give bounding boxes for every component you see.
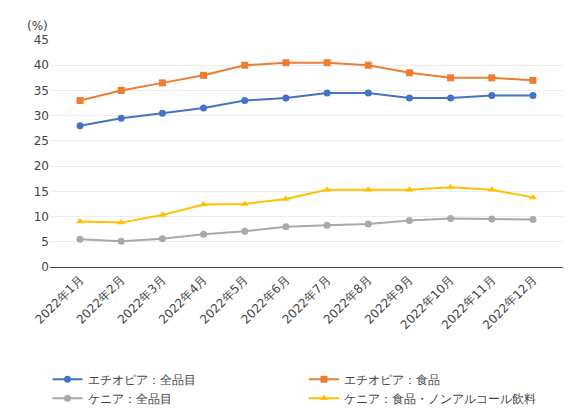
svg-text:2022年11月: 2022年11月: [439, 273, 498, 332]
svg-text:2022年9月: 2022年9月: [362, 273, 416, 327]
svg-text:25: 25: [34, 134, 49, 148]
svg-text:2022年8月: 2022年8月: [321, 273, 375, 327]
svg-text:2022年6月: 2022年6月: [238, 273, 292, 327]
svg-text:2022年2月: 2022年2月: [74, 273, 128, 327]
svg-text:30: 30: [34, 109, 49, 123]
svg-text:40: 40: [34, 58, 49, 72]
svg-text:2022年1月: 2022年1月: [33, 273, 87, 327]
svg-text:2022年3月: 2022年3月: [115, 273, 169, 327]
svg-text:2022年7月: 2022年7月: [280, 273, 334, 327]
svg-text:エチオピア：全品目: エチオピア：全品目: [88, 373, 196, 387]
svg-text:ケニア：全品目: ケニア：全品目: [88, 392, 172, 406]
svg-text:10: 10: [34, 210, 49, 224]
svg-text:2022年4月: 2022年4月: [156, 273, 210, 327]
svg-text:45: 45: [34, 33, 49, 47]
svg-text:エチオピア：食品: エチオピア：食品: [344, 373, 440, 387]
svg-text:2022年12月: 2022年12月: [480, 273, 539, 332]
svg-text:ケニア：食品・ノンアルコール飲料: ケニア：食品・ノンアルコール飲料: [344, 392, 536, 406]
svg-text:2022年10月: 2022年10月: [398, 273, 457, 332]
svg-text:20: 20: [34, 159, 49, 173]
svg-text:(%): (%): [27, 19, 48, 33]
svg-text:5: 5: [41, 235, 49, 249]
svg-text:35: 35: [34, 84, 49, 98]
svg-text:0: 0: [41, 260, 49, 274]
svg-text:2022年5月: 2022年5月: [197, 273, 251, 327]
svg-text:15: 15: [34, 185, 49, 199]
